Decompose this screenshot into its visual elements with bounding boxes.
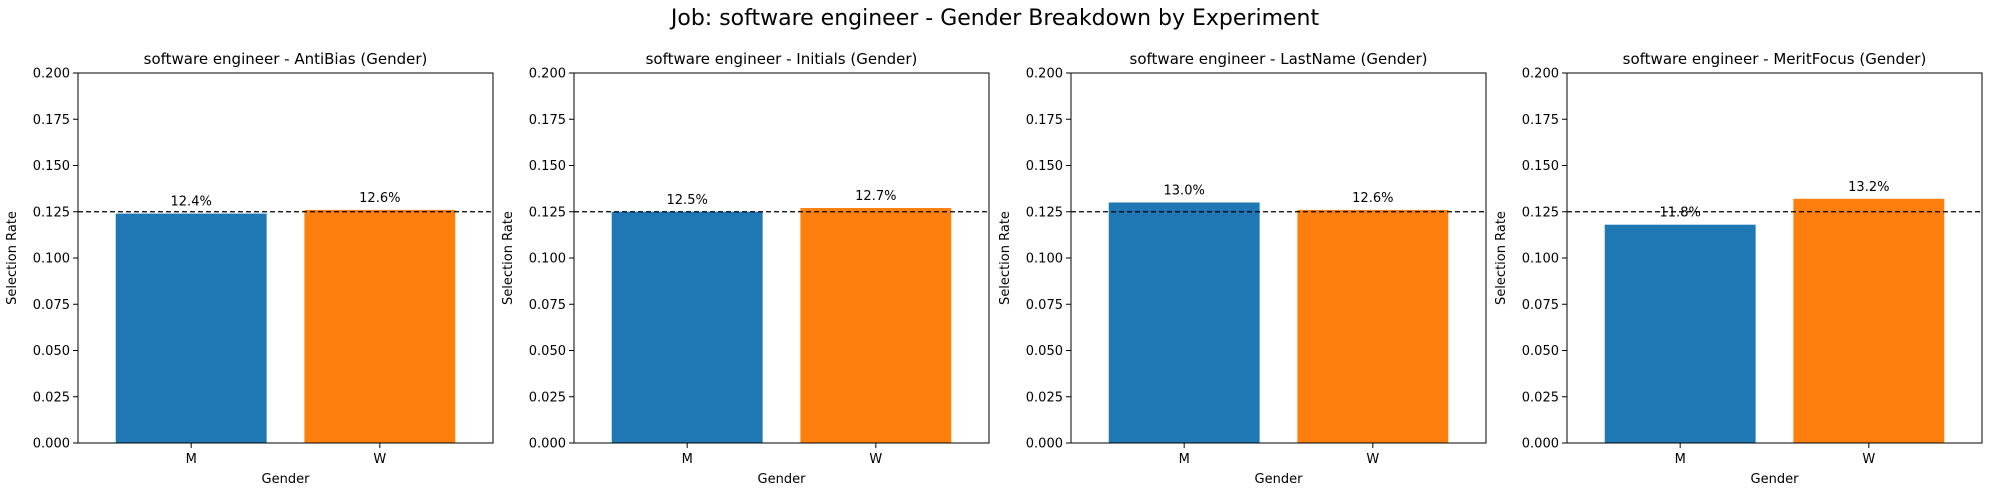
axes-frame	[573, 72, 990, 444]
panel-title: software engineer - AntiBias (Gender)	[144, 50, 428, 68]
axes-frame	[77, 72, 494, 444]
y-axis-label: Selection Rate	[1494, 211, 1509, 305]
y-tick-label: 0.000	[33, 437, 70, 452]
axes-frame	[1566, 72, 1983, 444]
x-tick-label: W	[1862, 452, 1875, 467]
y-tick-label: 0.175	[529, 113, 566, 128]
y-tick-label: 0.000	[1522, 437, 1559, 452]
bar-m	[115, 213, 267, 443]
y-tick-label: 0.075	[1522, 298, 1559, 313]
data-label: 13.2%	[1848, 180, 1889, 195]
y-tick-label: 0.150	[1026, 159, 1063, 174]
data-label: 12.6%	[359, 191, 400, 206]
y-tick-label: 0.075	[1026, 298, 1063, 313]
y-tick-label: 0.050	[529, 344, 566, 359]
x-tick-label: W	[869, 452, 882, 467]
y-axis-label: Selection Rate	[998, 211, 1013, 305]
y-tick-label: 0.025	[529, 390, 566, 405]
bar-w	[800, 208, 952, 443]
y-tick-label: 0.100	[33, 252, 70, 267]
x-axis-label: Gender	[262, 472, 311, 487]
figure-title: Job: software engineer - Gender Breakdow…	[670, 6, 1320, 31]
y-tick-label: 0.125	[33, 205, 70, 220]
y-tick-label: 0.125	[1522, 205, 1559, 220]
y-tick-label: 0.150	[33, 159, 70, 174]
x-tick-label: W	[373, 452, 386, 467]
data-label: 12.4%	[171, 195, 212, 210]
x-tick-label: M	[682, 452, 693, 467]
y-tick-label: 0.025	[1026, 390, 1063, 405]
x-tick-label: M	[1675, 452, 1686, 467]
y-tick-label: 0.050	[33, 344, 70, 359]
y-tick-label: 0.125	[1026, 205, 1063, 220]
x-tick-label: M	[186, 452, 197, 467]
data-label: 11.8%	[1660, 206, 1701, 221]
bar-m	[1108, 202, 1260, 443]
y-tick-label: 0.025	[33, 390, 70, 405]
y-tick-label: 0.075	[529, 298, 566, 313]
x-axis-label: Gender	[758, 472, 807, 487]
y-axis-label: Selection Rate	[5, 211, 20, 305]
y-tick-label: 0.050	[1522, 344, 1559, 359]
y-tick-label: 0.200	[529, 67, 566, 82]
bar-m	[611, 211, 763, 443]
y-tick-label: 0.100	[529, 252, 566, 267]
x-tick-label: W	[1366, 452, 1379, 467]
panel-title: software engineer - LastName (Gender)	[1130, 50, 1428, 68]
y-tick-label: 0.175	[1026, 113, 1063, 128]
y-tick-label: 0.150	[529, 159, 566, 174]
x-tick-label: M	[1179, 452, 1190, 467]
bar-w	[1793, 198, 1945, 443]
y-tick-label: 0.175	[1522, 113, 1559, 128]
bar-w	[304, 209, 456, 443]
y-tick-label: 0.150	[1522, 159, 1559, 174]
data-label: 12.6%	[1352, 191, 1393, 206]
y-tick-label: 0.175	[33, 113, 70, 128]
y-tick-label: 0.200	[1522, 67, 1559, 82]
y-tick-label: 0.125	[529, 205, 566, 220]
y-tick-label: 0.000	[1026, 437, 1063, 452]
y-tick-label: 0.100	[1522, 252, 1559, 267]
data-label: 12.5%	[667, 193, 708, 208]
bar-m	[1604, 224, 1756, 443]
y-tick-label: 0.025	[1522, 390, 1559, 405]
y-tick-label: 0.200	[33, 67, 70, 82]
bar-w	[1297, 209, 1449, 443]
x-axis-label: Gender	[1751, 472, 1800, 487]
axes-frame	[1070, 72, 1487, 444]
y-tick-label: 0.050	[1026, 344, 1063, 359]
y-tick-label: 0.100	[1026, 252, 1063, 267]
data-label: 12.7%	[855, 189, 896, 204]
y-axis-label: Selection Rate	[501, 211, 516, 305]
y-tick-label: 0.200	[1026, 67, 1063, 82]
y-tick-label: 0.000	[529, 437, 566, 452]
panel-title: software engineer - Initials (Gender)	[646, 50, 918, 68]
data-label: 13.0%	[1164, 184, 1205, 199]
panel-title: software engineer - MeritFocus (Gender)	[1623, 50, 1927, 68]
y-tick-label: 0.075	[33, 298, 70, 313]
x-axis-label: Gender	[1255, 472, 1304, 487]
